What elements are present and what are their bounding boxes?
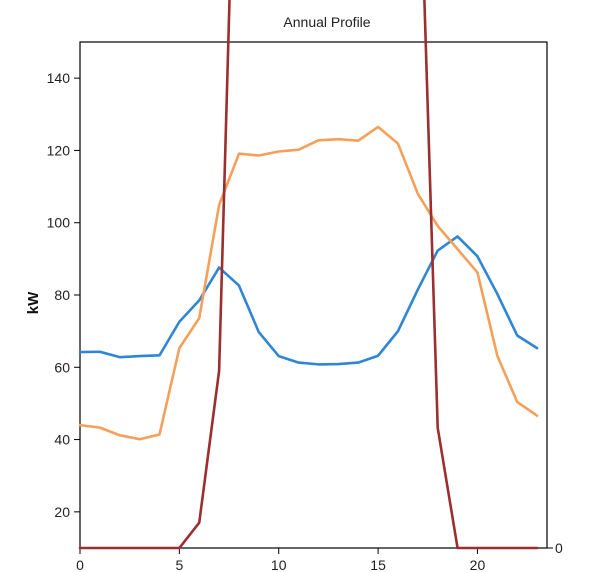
y-left-tick-label: 20 (54, 504, 70, 520)
x-tick-label: 0 (76, 557, 84, 572)
x-tick-label: 15 (370, 557, 386, 572)
x-tick-label: 20 (470, 557, 486, 572)
y-left-tick-label: 120 (47, 142, 71, 158)
y-right-tick-label: 0 (555, 540, 563, 556)
x-tick-label: 10 (271, 557, 287, 572)
series-line-3 (78, 0, 539, 550)
y-left-tick-label: 60 (54, 359, 70, 375)
y-left-tick-label: 100 (47, 215, 71, 231)
y-left-tick-label: 40 (54, 432, 70, 448)
series-line-1 (78, 235, 539, 366)
x-tick-label: 5 (175, 557, 183, 572)
y-left-tick-label: 80 (54, 287, 70, 303)
y-axis-label: kW (25, 291, 42, 314)
y-left-tick-label: 140 (47, 70, 71, 86)
series-line-2 (78, 125, 539, 441)
chart-title: Annual Profile (283, 14, 370, 30)
